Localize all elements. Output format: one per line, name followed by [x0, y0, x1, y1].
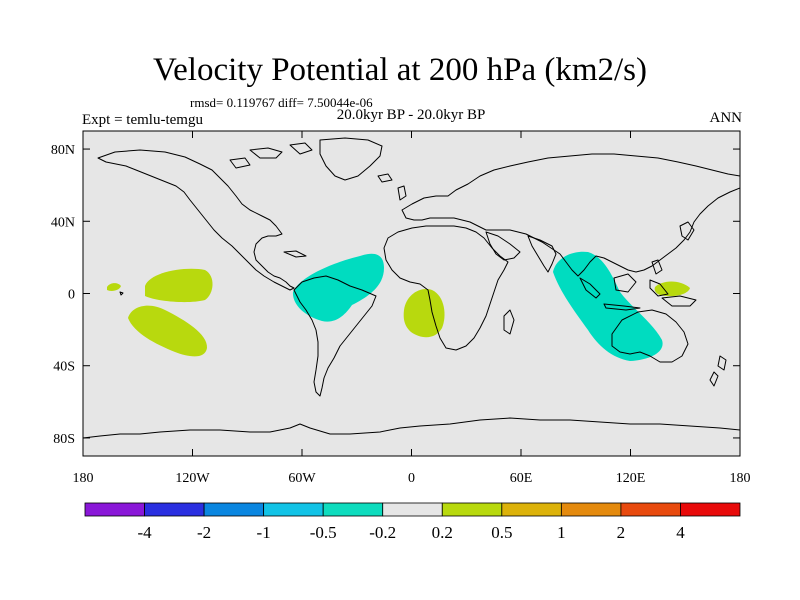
- lon-tick-label: 60E: [510, 471, 533, 486]
- coastlines: [83, 137, 740, 439]
- season-label: ANN: [709, 110, 743, 126]
- positive-region: [145, 268, 213, 303]
- colorbar-label: 4: [676, 523, 685, 542]
- colorbar-swatch: [680, 502, 741, 517]
- stats-text: rmsd= 0.119767 diff= 7.50044e-06: [190, 95, 373, 110]
- positive-region: [128, 305, 208, 357]
- lat-tick-label: 0: [68, 288, 75, 303]
- positive-region: [403, 289, 445, 338]
- lon-tick-label: 60W: [288, 471, 316, 486]
- lat-tick-label: 80N: [51, 143, 75, 158]
- map-title: Velocity Potential at 200 hPa (km2/s): [152, 52, 648, 88]
- lon-tick-label: 120W: [175, 471, 210, 486]
- colorbar-swatch: [501, 502, 562, 517]
- colorbar-label: -4: [137, 523, 152, 542]
- colorbar-label: 2: [617, 523, 626, 542]
- colorbar-swatch: [560, 502, 622, 517]
- negative-region: [292, 253, 384, 322]
- period-text: 20.0kyr BP - 20.0kyr BP: [336, 107, 486, 123]
- experiment-label: Expt = temlu-temgu: [82, 112, 203, 128]
- lon-tick-label: 0: [408, 471, 415, 486]
- colorbar-label: 0.2: [432, 523, 453, 542]
- colorbar-swatch: [322, 502, 384, 517]
- map-content: [83, 137, 740, 439]
- lon-tick-label: 120E: [616, 471, 646, 486]
- lat-tick-label: 40N: [51, 215, 75, 230]
- colorbar-label: -1: [257, 523, 271, 542]
- colorbar-label: 1: [557, 523, 566, 542]
- positive-region: [107, 283, 121, 291]
- colorbar-swatch: [84, 502, 145, 517]
- colorbar-swatch: [620, 502, 681, 517]
- colorbar-swatch: [441, 502, 503, 517]
- colorbar-swatch: [203, 502, 265, 517]
- latitude-axis: 80N 40N 0 40S 80S: [51, 143, 740, 447]
- lon-tick-label: 180: [73, 471, 94, 486]
- colorbar-swatch: [382, 502, 443, 517]
- lat-tick-label: 80S: [53, 432, 75, 447]
- lon-tick-label: 180: [730, 471, 751, 486]
- colorbar-swatch: [263, 502, 324, 517]
- longitude-axis: 180 120W 60W 0 60E 120E 180: [73, 131, 751, 486]
- colorbar-label: 0.5: [491, 523, 512, 542]
- positive-region: [654, 281, 690, 297]
- colorbar-label: -0.2: [369, 523, 396, 542]
- lat-tick-label: 40S: [53, 360, 75, 375]
- colorbar-label: -0.5: [310, 523, 337, 542]
- colorbar: -4 -2 -1 -0.5 -0.2 0.2 0.5 1 2 4: [84, 502, 741, 542]
- colorbar-swatch: [144, 502, 205, 517]
- colorbar-label: -2: [197, 523, 211, 542]
